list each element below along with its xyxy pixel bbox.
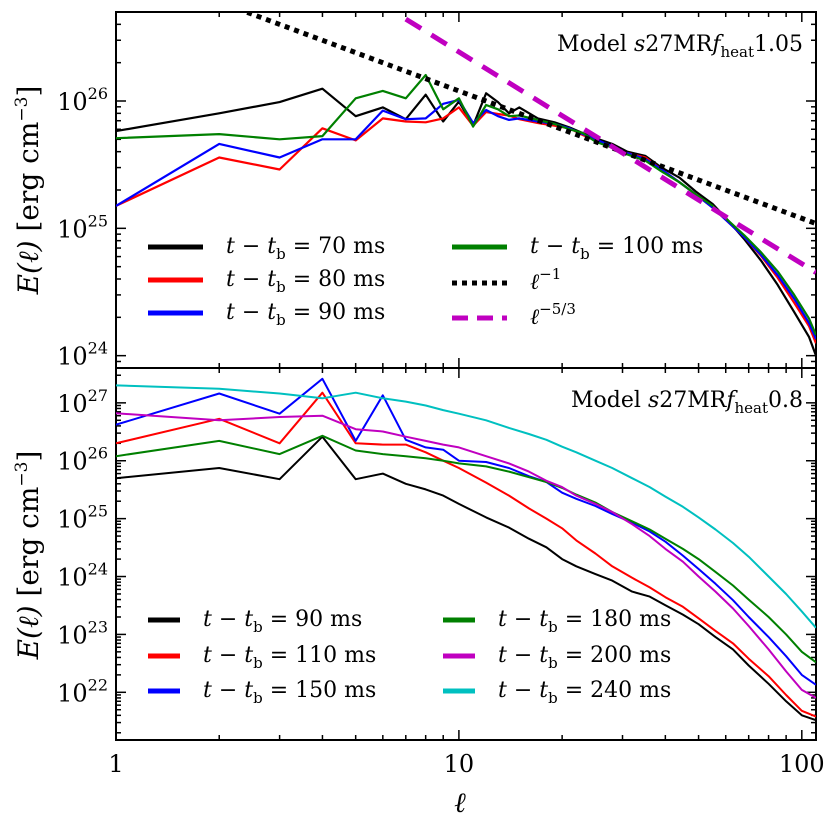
top-plot-frame <box>115 11 817 369</box>
bottom-series-line-5 <box>116 384 816 629</box>
top-legend-label-l-5-3: ℓ−5/3 <box>530 300 576 330</box>
bottom-y-tick-label: 1022 <box>57 675 108 707</box>
top-series-line-4 <box>239 12 816 226</box>
top-series-line-2 <box>116 98 816 340</box>
bottom-plot-frame <box>115 367 817 741</box>
x-tick-label: 100 <box>779 750 825 778</box>
top-legend-label-l-1: ℓ−1 <box>530 265 561 295</box>
top-y-axis-title: E(ℓ) [erg cm−3] <box>12 86 45 296</box>
bottom-legend-label-180ms: t − tb = 180 ms <box>498 607 671 636</box>
top-ticks: 1024 1025 1026 <box>57 11 816 371</box>
bottom-chart-title: Model s27MRfheat0.8 <box>571 388 803 417</box>
top-series-line-5 <box>404 16 816 275</box>
x-axis: 1 10 100 <box>108 750 824 778</box>
bottom-legend-label-240ms: t − tb = 240 ms <box>498 678 671 707</box>
bottom-legend: t − tb = 90 ms t − tb = 110 ms t − tb = … <box>148 607 671 707</box>
x-axis-title: ℓ <box>454 786 466 819</box>
top-legend-label-90ms: t − tb = 90 ms <box>226 300 385 329</box>
bottom-legend-label-200ms: t − tb = 200 ms <box>498 643 671 672</box>
x-tick-label: 10 <box>444 750 475 778</box>
top-y-tick-label: 1025 <box>57 211 108 243</box>
bottom-y-tick-label: 1025 <box>57 502 108 534</box>
top-legend-label-80ms: t − tb = 80 ms <box>226 267 385 296</box>
bottom-y-tick-label: 1024 <box>57 560 108 592</box>
bottom-series <box>116 377 816 722</box>
bottom-legend-label-150ms: t − tb = 150 ms <box>203 678 376 707</box>
bottom-legend-label-110ms: t − tb = 110 ms <box>203 643 376 672</box>
bottom-y-tick-label: 1026 <box>57 444 108 476</box>
top-series-line-1 <box>116 106 816 344</box>
bottom-series-line-2 <box>116 377 816 686</box>
bottom-series-line-1 <box>116 391 816 718</box>
top-y-tick-label: 1024 <box>57 339 108 371</box>
bottom-ticks: 1022 1023 1024 1025 1026 1027 <box>57 367 816 740</box>
bottom-panel: 1022 1023 1024 1025 1026 1027 Model s27MRfhea… <box>12 367 817 741</box>
bottom-series-line-0 <box>116 435 816 722</box>
x-tick-label: 1 <box>108 750 123 778</box>
top-legend-label-100ms: t − tb = 100 ms <box>530 234 703 263</box>
top-series <box>116 12 816 357</box>
top-panel: 1024 1025 1026 Model s27MRfheat1.05 E(ℓ) [… <box>12 11 817 371</box>
bottom-y-tick-label: 1027 <box>57 386 108 418</box>
top-legend: t − tb = 70 ms t − tb = 80 ms t − tb = 9… <box>148 234 703 330</box>
bottom-legend-label-90ms: t − tb = 90 ms <box>203 607 362 636</box>
bottom-y-axis-title: E(ℓ) [erg cm−3] <box>12 451 45 661</box>
bottom-series-line-4 <box>116 412 816 699</box>
bottom-y-tick-label: 1023 <box>57 617 108 649</box>
top-y-tick-label: 1026 <box>57 84 108 116</box>
top-legend-label-70ms: t − tb = 70 ms <box>226 234 385 263</box>
top-chart-title: Model s27MRfheat1.05 <box>557 32 803 61</box>
